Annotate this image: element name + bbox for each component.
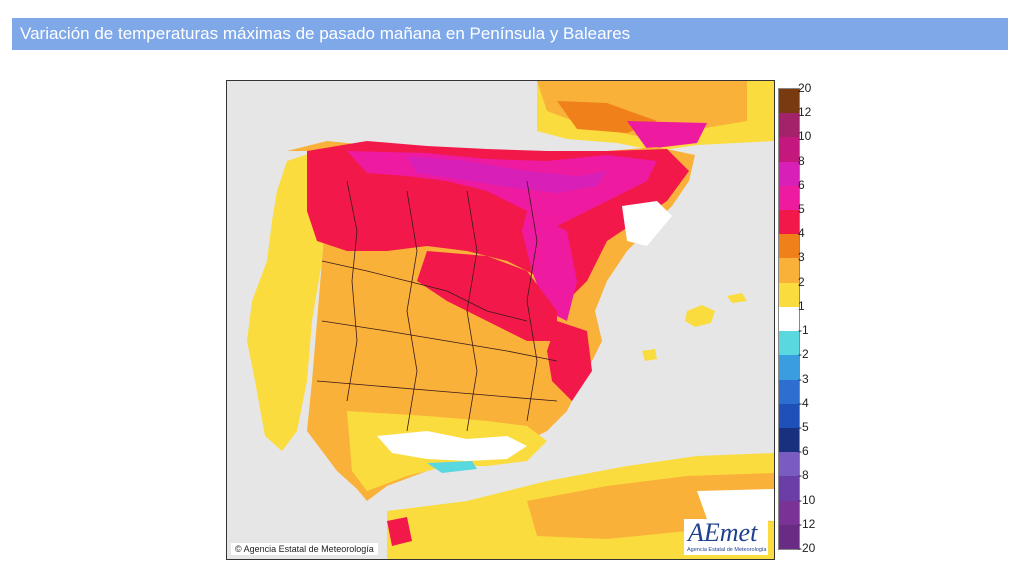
south-white [377, 431, 527, 461]
legend-label: -8 [798, 468, 809, 483]
legend-swatch [779, 331, 799, 356]
central-red [417, 251, 557, 341]
legend-swatch [779, 524, 799, 549]
legend-label: 3 [798, 250, 805, 265]
map-graphic [227, 81, 774, 559]
legend-swatch [779, 355, 799, 380]
legend-swatch [779, 306, 799, 332]
legend-label: 20 [798, 81, 812, 95]
catalonia-white [622, 201, 672, 246]
temperature-map: © Agencia Estatal de Meteorología AEmet … [226, 80, 775, 560]
aemet-logo-subtext: Agencia Estatal de Meteorología [687, 547, 767, 553]
north-purple-core [407, 156, 607, 193]
legend-swatch [779, 403, 799, 428]
legend-swatch [779, 89, 799, 114]
map-copyright: © Agencia Estatal de Meteorología [231, 543, 378, 555]
legend-swatch [779, 234, 799, 259]
portugal-region [247, 151, 327, 451]
legend-label: -12 [798, 516, 816, 531]
legend-swatch [779, 452, 799, 477]
region-borders [316, 180, 558, 432]
legend-swatch [779, 379, 799, 404]
legend-label: -2 [798, 347, 809, 362]
legend-swatch [779, 210, 799, 235]
legend-label: 2 [798, 274, 805, 289]
header-bar: Variación de temperaturas máximas de pas… [12, 18, 1008, 50]
legend-label: -20 [798, 541, 816, 555]
ebro-magenta [522, 211, 577, 321]
legend-swatch [779, 161, 799, 186]
ibiza [642, 349, 657, 361]
legend-label: -10 [798, 492, 816, 507]
legend-swatch [779, 427, 799, 453]
legend-swatch [779, 185, 799, 211]
south-cyan [427, 461, 477, 473]
aemet-logo-word: AEmet [688, 518, 758, 547]
legend-label: -1 [798, 323, 809, 338]
legend-label: -6 [798, 444, 809, 459]
legend-label: 10 [798, 129, 812, 144]
legend-label: -5 [798, 419, 809, 434]
menorca [727, 293, 747, 303]
france-magenta [627, 121, 707, 149]
north-africa-white [697, 489, 774, 521]
legend-swatch [779, 476, 799, 501]
legend-swatch [779, 282, 799, 307]
legend-label: 1 [798, 298, 805, 313]
legend-swatch [779, 137, 799, 162]
legend-label: 12 [798, 105, 812, 120]
legend-swatch [779, 113, 799, 138]
legend-label: 4 [798, 226, 805, 241]
cadiz-red [387, 517, 412, 546]
legend-swatch [779, 500, 799, 525]
color-legend [778, 88, 800, 550]
legend-label: -4 [798, 395, 809, 410]
aemet-logo: AEmet Agencia Estatal de Meteorología [684, 518, 768, 555]
legend-swatch [779, 258, 799, 283]
legend-label: -3 [798, 371, 809, 386]
legend-label: 8 [798, 153, 805, 168]
mallorca [685, 305, 715, 327]
east-coast-red [547, 321, 592, 401]
legend-label: 5 [798, 202, 805, 217]
page-title: Variación de temperaturas máximas de pas… [20, 24, 631, 43]
legend-label: 6 [798, 177, 805, 192]
